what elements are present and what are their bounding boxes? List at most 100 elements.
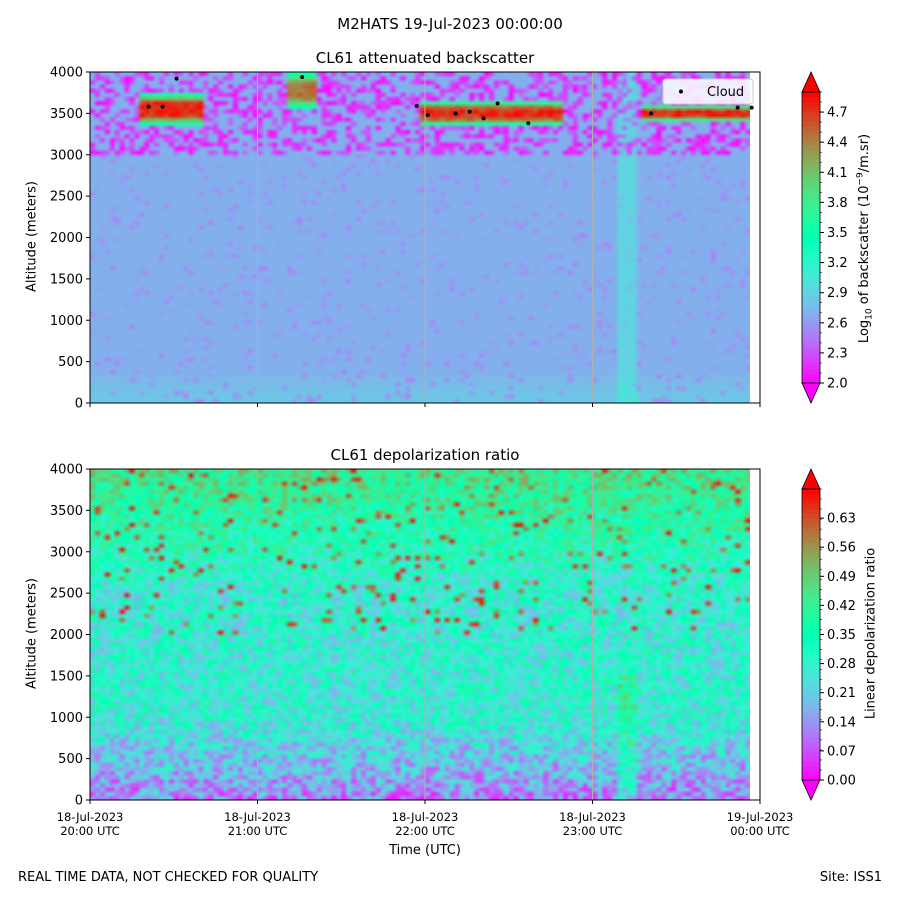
backscatter-colorbar-swatch [802, 101, 820, 108]
y-tick-label: 4000 [50, 66, 83, 81]
depolarization-colorbar-swatch [802, 493, 820, 500]
depolarization-colorbar-swatch [802, 571, 820, 577]
backscatter-colorbar-swatch [802, 121, 820, 127]
depolarization-colorbar-tick-label: 0.63 [827, 512, 856, 527]
backscatter-colorbar-swatch [802, 261, 820, 268]
depolarization-colorbar-swatch [802, 605, 820, 611]
depolarization-colorbar-swatch [802, 736, 820, 742]
y-tick-label: 500 [58, 752, 83, 767]
legend-label: Cloud [707, 85, 744, 100]
depolarization-colorbar-swatch [802, 522, 820, 529]
depolarization-colorbar-swatch [802, 581, 820, 587]
depolarization-colorbar-swatch [802, 668, 820, 674]
backscatter-colorbar-swatch [802, 319, 820, 326]
backscatter-colorbar-swatch [802, 208, 820, 214]
backscatter-colorbar-swatch [802, 116, 820, 122]
backscatter-colorbar-swatch [802, 237, 820, 243]
depolarization-colorbar-swatch [802, 629, 820, 636]
depolarization-colorbar-swatch [802, 610, 820, 616]
backscatter-colorbar-tick-label: 2.3 [827, 346, 848, 361]
footer-site: Site: ISS1 [819, 870, 882, 885]
depolarization-colorbar-swatch [802, 678, 820, 684]
backscatter-colorbar-swatch [802, 106, 820, 112]
depolarization-colorbar-swatch [802, 750, 820, 757]
backscatter-colorbar-swatch [802, 286, 820, 292]
backscatter-colorbar-swatch [802, 266, 820, 273]
depolarization-colorbar-swatch [802, 542, 820, 548]
backscatter-colorbar-swatch [802, 334, 820, 340]
depolarization-colorbar-swatch [802, 508, 820, 514]
y-tick-label: 4000 [50, 463, 83, 478]
backscatter-colorbar-swatch [802, 373, 820, 379]
backscatter-colorbar-swatch [802, 222, 820, 229]
depolarization-colorbar-swatch [802, 702, 820, 708]
backscatter-colorbar-swatch [802, 305, 820, 311]
depolarization-colorbar-tick-label: 0.14 [827, 715, 856, 730]
backscatter-colorbar-frame [801, 91, 821, 384]
depolarization-colorbar-tick-label: 0.00 [827, 774, 856, 789]
y-tick-label: 0 [75, 794, 83, 809]
backscatter-colorbar-swatch [802, 227, 820, 234]
depolarization-colorbar-swatch [802, 566, 820, 573]
depolarization-colorbar-swatch [802, 760, 820, 767]
y-tick-label: 2000 [50, 231, 83, 246]
y-tick-label: 1500 [50, 669, 83, 684]
backscatter-colorbar-swatch [802, 329, 820, 336]
backscatter-colorbar-tick-label: 2.0 [827, 377, 848, 392]
depolarization-colorbar-swatch [802, 726, 820, 733]
backscatter-colorbar-swatch [802, 198, 820, 205]
depolarization-colorbar-swatch [802, 552, 820, 558]
depolarization-colorbar-swatch [802, 712, 820, 718]
depolarization-colorbar-swatch [802, 547, 820, 553]
depolarization-colorbar-swatch [802, 561, 820, 568]
depolarization-colorbar-swatch [802, 586, 820, 592]
backscatter-colorbar-swatch [802, 164, 820, 171]
depolarization-colorbar-swatch [802, 673, 820, 679]
y-tick-label: 1000 [50, 314, 83, 329]
backscatter-colorbar-tick-label: 2.6 [827, 316, 848, 331]
backscatter-colorbar-swatch [802, 125, 820, 132]
x-tick-label-time: 22:00 UTC [395, 824, 455, 838]
backscatter-colorbar-swatch [802, 324, 820, 331]
cloud-marker [160, 104, 165, 109]
backscatter-colorbar-swatch [802, 193, 820, 200]
depolarization-colorbar-swatch [802, 663, 820, 670]
x-tick-label-date: 19-Jul-2023 [727, 810, 794, 824]
depolarization-colorbar-swatch [802, 658, 820, 665]
depolarization-colorbar-tick-label: 0.35 [827, 628, 856, 643]
x-tick-label-time: 20:00 UTC [60, 824, 120, 838]
backscatter-colorbar-swatch [802, 378, 820, 384]
backscatter-colorbar-extend-max [801, 71, 821, 93]
backscatter-colorbar-swatch [802, 135, 820, 142]
depolarization-colorbar-tick-label: 0.42 [827, 599, 856, 614]
depolarization-colorbar-swatch [802, 527, 820, 534]
backscatter-colorbar-swatch [802, 203, 820, 209]
backscatter-colorbar-swatch [802, 353, 820, 360]
y-tick-label: 3500 [50, 504, 83, 519]
depolarization-colorbar-swatch [802, 503, 820, 509]
cloud-marker [414, 103, 419, 108]
depolarization-colorbar-swatch [802, 590, 820, 597]
backscatter-colorbar-swatch [802, 344, 820, 350]
cloud-marker [649, 111, 654, 116]
depolarization-colorbar-swatch [802, 649, 820, 655]
depolarization-colorbar-tick-label: 0.49 [827, 570, 856, 585]
backscatter-colorbar-swatch [802, 159, 820, 166]
backscatter-title: CL61 attenuated backscatter [315, 49, 535, 67]
backscatter-colorbar-swatch [802, 92, 820, 98]
backscatter-colorbar-swatch [802, 339, 820, 345]
cloud-marker [749, 105, 754, 110]
backscatter-colorbar-swatch [802, 232, 820, 239]
backscatter-colorbar-swatch [802, 150, 820, 156]
backscatter-colorbar-swatch [802, 281, 820, 287]
depolarization-colorbar-swatch [802, 741, 820, 747]
backscatter-colorbar-swatch [802, 276, 820, 282]
depolarization-colorbar-tick-label: 0.07 [827, 744, 856, 759]
depolarization-colorbar-tick-label: 0.56 [827, 541, 856, 556]
depolarization-colorbar-swatch [802, 644, 820, 650]
depolarization-colorbar-swatch [802, 537, 820, 543]
backscatter-colorbar-swatch [802, 247, 820, 253]
depolarization-colorbar-swatch [802, 687, 820, 694]
depolarization-colorbar-swatch [802, 600, 820, 606]
depolarization-colorbar-swatch [802, 532, 820, 539]
